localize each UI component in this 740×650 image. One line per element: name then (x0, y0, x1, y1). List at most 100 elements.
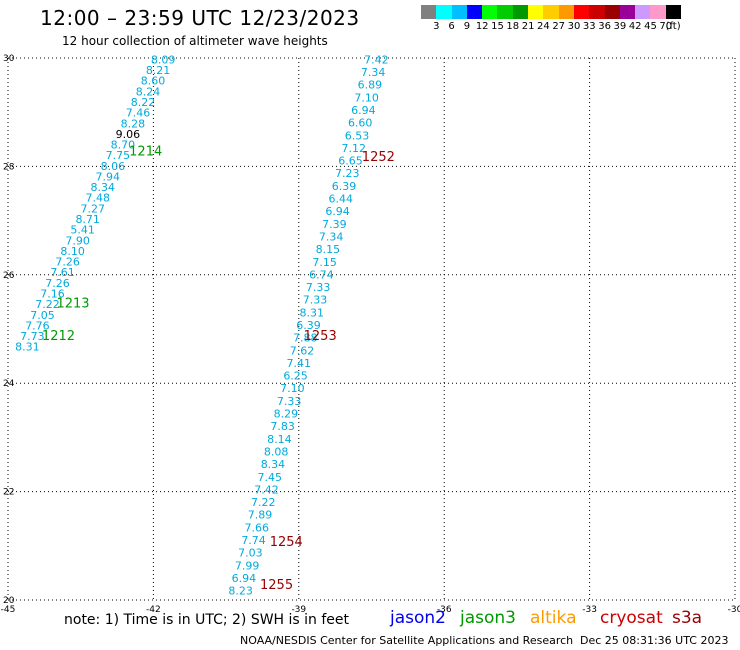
lon-tick-label: -42 (146, 605, 161, 615)
legend-swatch (436, 5, 452, 19)
wave-height-value: 8.34 (261, 458, 286, 471)
legend-label: 70 (659, 21, 673, 32)
satellite-jason3: jason3 (460, 608, 516, 628)
legend-swatch (573, 5, 590, 19)
wave-height-value: 6.89 (358, 79, 383, 92)
wave-height-value: 7.48 (86, 192, 111, 205)
lon-tick-label: -39 (291, 605, 306, 615)
wave-height-value: 8.06 (101, 160, 126, 173)
wave-height-value: 7.15 (312, 256, 337, 269)
legend-swatch (528, 5, 544, 19)
wave-height-value: 7.73 (20, 330, 45, 343)
wave-height-value: 8.31 (15, 341, 40, 354)
wave-height-value: 6.53 (345, 129, 370, 142)
legend-swatch (650, 5, 666, 19)
wave-height-value: 8.34 (91, 181, 116, 194)
wave-height-value: 7.42 (254, 483, 279, 496)
wave-height-value: 7.46 (126, 107, 151, 120)
wave-height-value: 7.12 (341, 142, 366, 155)
lon-tick-label: -45 (1, 605, 16, 615)
wave-height-value: 7.05 (30, 309, 55, 322)
legend-swatch (558, 5, 574, 19)
wave-height-value: 7.10 (354, 91, 379, 104)
wave-height-value: 7.99 (235, 559, 260, 572)
wave-height-value: 7.66 (245, 521, 270, 534)
legend-label: 36 (598, 21, 611, 32)
wave-height-value: 8.09 (151, 53, 176, 66)
wave-height-value: 8.24 (136, 85, 161, 98)
legend-swatch (466, 5, 483, 19)
wave-height-value: 7.90 (65, 234, 90, 247)
legend-label: 42 (628, 21, 642, 32)
wave-height-value: 7.42 (364, 53, 389, 66)
legend-swatch (665, 5, 682, 19)
note-text: note: 1) Time is in UTC; 2) SWH is in fe… (64, 612, 350, 628)
color-scale-legend (421, 5, 682, 19)
legend-label: 24 (537, 21, 550, 32)
wave-height-value: 7.89 (248, 509, 273, 522)
wave-height-value: 8.10 (60, 245, 85, 258)
legend-label: 3 (433, 21, 440, 32)
wave-height-value: 8.29 (274, 408, 299, 421)
wave-height-value: 7.22 (35, 298, 60, 311)
legend-swatch (512, 5, 529, 19)
wave-height-value: 7.75 (106, 149, 131, 162)
legend-swatch (497, 5, 513, 19)
legend-label: 45 (644, 21, 657, 32)
satellite-altika: altika (530, 608, 577, 628)
legend-swatch (604, 5, 620, 19)
legend-label: 39 (613, 21, 627, 32)
pass-time-label: 1214 (129, 145, 162, 160)
wave-height-value: 7.83 (270, 420, 295, 433)
wave-height-value: 8.23 (228, 585, 253, 598)
wave-height-value: 7.22 (251, 496, 276, 509)
wave-height-value: 7.34 (319, 230, 344, 243)
lon-tick-label: -33 (582, 605, 597, 615)
legend-swatch (543, 5, 559, 19)
legend-swatch (589, 5, 605, 19)
wave-height-value: 8.31 (299, 306, 324, 319)
satellite-cryosat: cryosat (600, 608, 663, 628)
wave-height-value: 6.94 (232, 572, 257, 585)
credit-text: NOAA/NESDIS Center for Satellite Applica… (240, 634, 574, 647)
wave-height-value: 6.39 (332, 180, 357, 193)
wave-height-value: 7.10 (280, 382, 305, 395)
legend-label: 12 (475, 21, 489, 32)
wave-height-value: 6.65 (338, 155, 363, 168)
wave-height-value: 8.60 (141, 75, 166, 88)
page-title: 12:00 – 23:59 UTC 12/23/2023 (40, 6, 360, 30)
pass-time-label: 1255 (260, 578, 293, 593)
legend-label: 33 (582, 21, 596, 32)
wave-height-value: 8.08 (264, 445, 289, 458)
pass-time-label: 1252 (362, 150, 395, 165)
wave-height-value: 8.22 (131, 96, 156, 109)
pass-time-label: 1253 (304, 329, 337, 344)
wave-height-value: 8.14 (267, 433, 292, 446)
wave-height-value: 8.70 (111, 139, 136, 152)
legend-swatch (451, 5, 467, 19)
wave-height-value: 7.33 (303, 294, 328, 307)
lat-tick-label: 30 (3, 54, 15, 64)
legend-label: 15 (491, 21, 504, 32)
wave-height-value: 8.21 (146, 64, 171, 77)
wave-height-value: 7.16 (40, 287, 65, 300)
wave-height-value: 7.33 (306, 281, 331, 294)
wave-height-value: 7.26 (55, 256, 80, 269)
wave-height-value: 7.41 (287, 357, 312, 370)
wave-height-value: 7.23 (335, 167, 360, 180)
wave-height-value: 6.94 (325, 205, 350, 218)
wave-height-value: 7.27 (80, 202, 105, 215)
wave-height-value: 6.44 (329, 193, 354, 206)
lon-tick-label: -30 (728, 605, 740, 615)
wave-height-value: 9.06 (116, 128, 141, 141)
wave-height-value: 8.15 (316, 243, 341, 256)
wave-height-value: 7.34 (361, 66, 386, 79)
wave-height-value: 7.45 (257, 471, 282, 484)
wave-height-value: 7.74 (241, 534, 266, 547)
lat-tick-label: 22 (3, 488, 14, 498)
pass-time-label: 1212 (42, 329, 75, 344)
wave-height-value: 6.60 (348, 117, 373, 130)
pass-time-label: 1213 (56, 296, 89, 311)
wave-height-value: 7.94 (96, 170, 121, 183)
